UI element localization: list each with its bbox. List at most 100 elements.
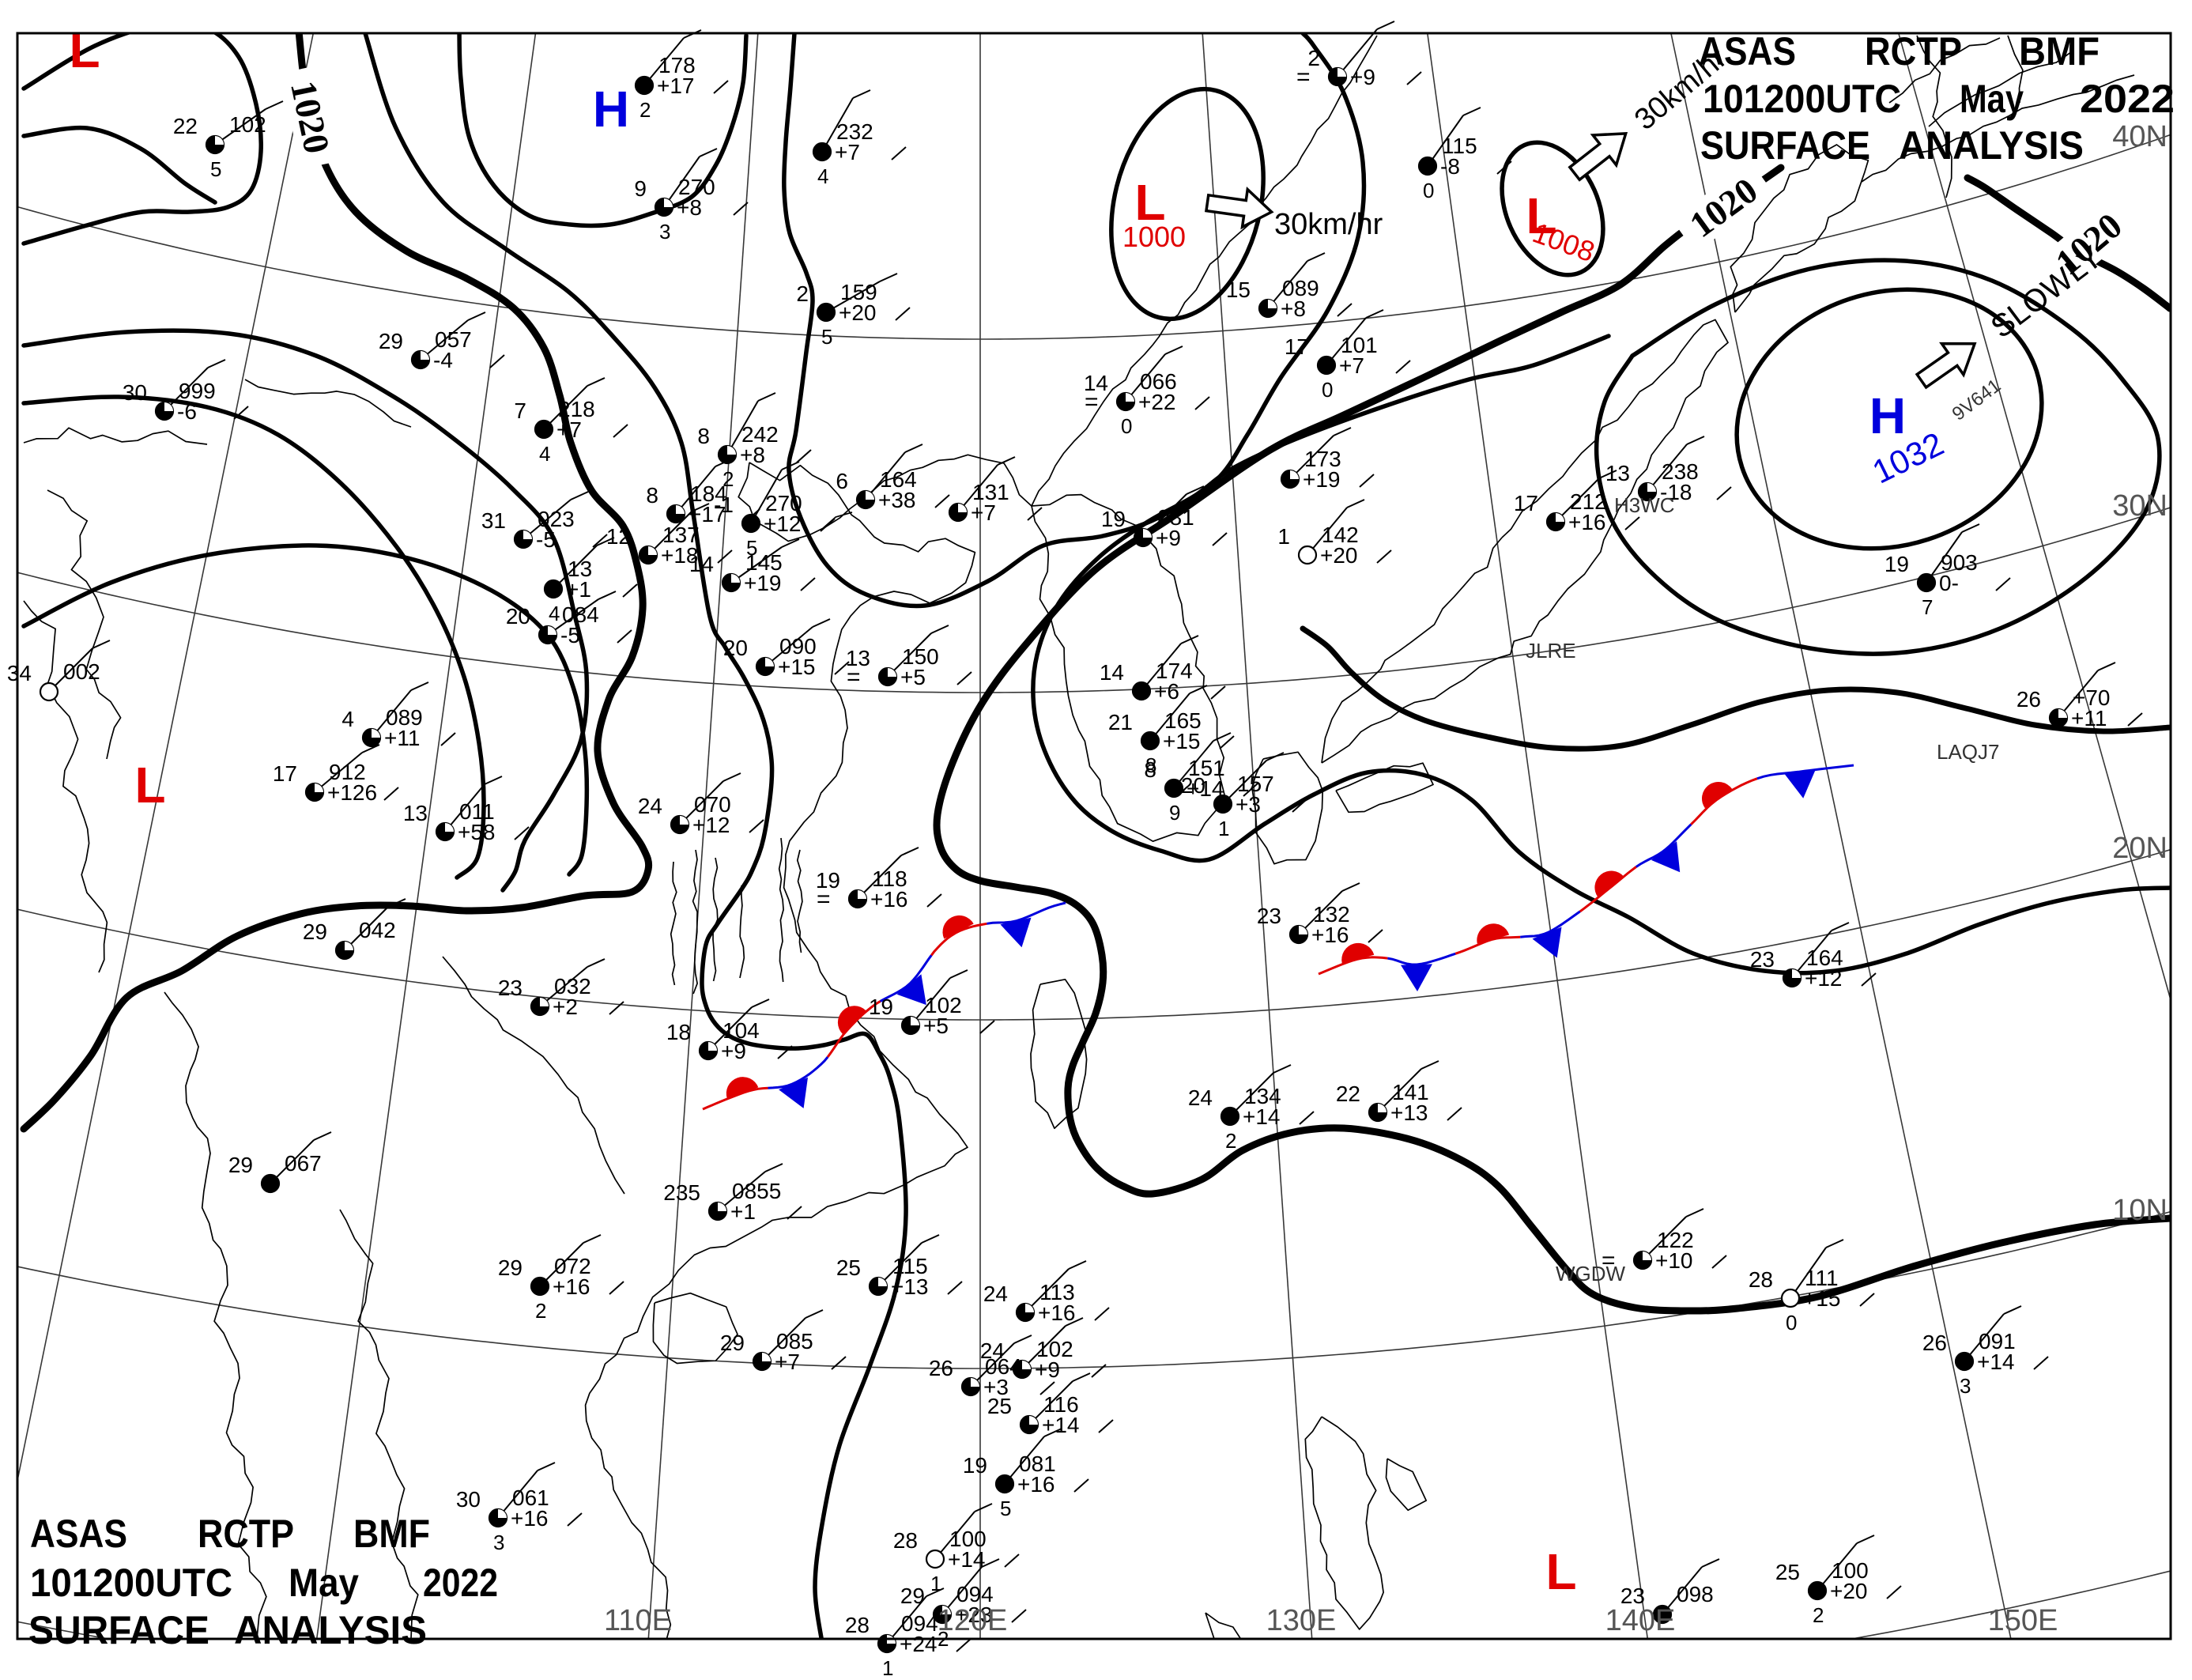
svg-text:+16: +16 [553,1274,590,1299]
svg-text:238: 238 [1662,459,1699,484]
svg-text:+2: +2 [553,995,578,1019]
svg-text:061: 061 [512,1486,549,1510]
svg-text:0: 0 [1786,1311,1797,1335]
svg-text:115: 115 [892,1254,928,1278]
svg-text:29: 29 [498,1255,523,1280]
svg-text:15: 15 [1226,277,1251,302]
svg-text:100: 100 [949,1527,987,1551]
svg-text:=: = [847,664,861,690]
svg-text:17: 17 [1285,334,1309,359]
svg-text:1: 1 [1218,817,1229,840]
svg-text:110E: 110E [604,1604,672,1637]
svg-text:118: 118 [872,866,907,891]
svg-text:212: 212 [1570,489,1607,514]
svg-text:5: 5 [210,157,221,181]
svg-text:LAQJ7: LAQJ7 [1937,740,2000,764]
svg-text:19: 19 [869,995,893,1019]
svg-text:140E: 140E [1605,1604,1676,1637]
svg-text:102: 102 [925,993,962,1017]
svg-text:+16: +16 [511,1506,549,1531]
svg-text:+9: +9 [1156,526,1181,550]
svg-text:L: L [69,21,100,78]
svg-text:18: 18 [666,1020,691,1044]
svg-text:25: 25 [987,1394,1012,1418]
svg-text:+12: +12 [692,813,730,837]
svg-text:24: 24 [1188,1085,1213,1110]
svg-text:L: L [1526,187,1556,244]
svg-text:090: 090 [779,634,817,659]
svg-text:2022: 2022 [423,1561,498,1605]
svg-text:+22: +22 [1138,390,1176,414]
svg-text:31: 31 [481,508,506,533]
svg-text:0855: 0855 [732,1179,781,1203]
svg-text:RCTP: RCTP [198,1512,294,1556]
svg-text:=: = [1602,1248,1616,1274]
svg-text:24: 24 [980,1338,1005,1363]
svg-text:29: 29 [900,1584,925,1608]
svg-text:29: 29 [379,329,403,353]
svg-text:+18: +18 [661,543,699,568]
svg-text:159: 159 [840,280,877,304]
svg-text:116: 116 [1043,1392,1079,1417]
svg-text:23: 23 [498,976,523,1000]
svg-text:+9: +9 [1035,1357,1060,1382]
svg-text:002: 002 [63,659,100,684]
svg-text:30: 30 [456,1487,481,1512]
svg-text:101200UTC: 101200UTC [30,1561,232,1605]
svg-text:2: 2 [639,98,651,122]
svg-text:+3: +3 [983,1375,1009,1399]
svg-text:094: 094 [956,1582,994,1606]
svg-text:2: 2 [1225,1129,1236,1153]
svg-text:232: 232 [836,119,873,144]
svg-text:2: 2 [535,1299,546,1323]
svg-text:17: 17 [1514,491,1538,515]
svg-text:+8: +8 [677,195,702,220]
svg-text:-5: -5 [536,527,556,552]
svg-text:7: 7 [514,398,526,423]
svg-text:4: 4 [549,602,560,625]
svg-text:+5: +5 [900,665,926,689]
svg-text:17: 17 [273,761,297,786]
svg-text:1: 1 [882,1656,893,1680]
svg-text:+14: +14 [1977,1350,2015,1374]
svg-text:29: 29 [720,1331,745,1355]
svg-text:174: 174 [1156,659,1193,683]
svg-text:8: 8 [1144,757,1156,782]
svg-text:+1: +1 [730,1199,756,1224]
svg-text:14: 14 [1084,371,1108,395]
svg-text:134: 134 [1244,1084,1281,1108]
svg-text:+38: +38 [878,488,916,512]
svg-text:+8: +8 [740,443,765,467]
svg-text:150E: 150E [1988,1604,2058,1637]
svg-text:14: 14 [689,552,714,576]
svg-text:151: 151 [1188,756,1225,780]
svg-text:091: 091 [1979,1329,2016,1353]
svg-text:8: 8 [646,483,658,508]
svg-text:023: 023 [538,507,575,531]
svg-text:150: 150 [902,644,939,669]
svg-text:30: 30 [123,380,147,405]
svg-text:9: 9 [1169,801,1180,825]
svg-text:+3: +3 [1236,792,1261,817]
svg-text:May: May [1960,77,2024,121]
svg-text:157: 157 [1237,772,1274,796]
svg-text:+11: +11 [2071,706,2107,731]
svg-text:30N: 30N [2112,489,2167,523]
svg-text:+13: +13 [1390,1100,1428,1125]
svg-text:4: 4 [341,707,354,731]
svg-text:081: 081 [1019,1452,1056,1476]
svg-text:2: 2 [796,281,809,306]
svg-text:ASAS: ASAS [30,1512,127,1556]
svg-text:1000: 1000 [1122,221,1186,253]
svg-text:098: 098 [1677,1582,1714,1606]
svg-text:24: 24 [638,794,662,818]
svg-text:+16: +16 [1568,510,1606,534]
svg-text:3: 3 [659,220,670,244]
svg-text:+8: +8 [1281,296,1306,321]
svg-text:+24: +24 [900,1632,938,1656]
svg-text:089: 089 [1282,276,1319,300]
svg-text:23: 23 [1620,1584,1645,1608]
svg-text:011: 011 [459,799,495,824]
svg-text:+16: +16 [1311,923,1349,947]
svg-text:20: 20 [506,604,530,629]
